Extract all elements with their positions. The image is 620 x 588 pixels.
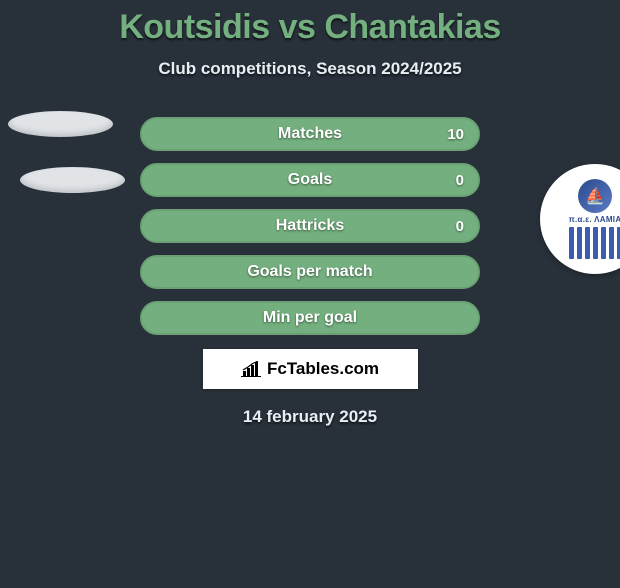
bar-label: Min per goal — [263, 309, 357, 327]
stat-bar: Goals per match — [140, 255, 480, 289]
ellipse-icon — [20, 167, 125, 193]
stat-bars: Matches 10 Goals 0 Hattricks 0 Goals per match… — [140, 117, 480, 335]
stripe — [593, 227, 598, 259]
badge-stripes — [569, 227, 620, 259]
stripe — [601, 227, 606, 259]
club-badge-inner: ⛵ π.α.ε. ΛΑΜΙΑ — [551, 175, 620, 263]
ship-icon: ⛵ — [578, 179, 612, 213]
stripe — [585, 227, 590, 259]
bar-value: 0 — [456, 218, 464, 235]
stripe — [569, 227, 574, 259]
attribution-text: FcTables.com — [267, 359, 379, 379]
club-badge-text: π.α.ε. ΛΑΜΙΑ — [569, 215, 620, 224]
bar-label: Goals per match — [247, 263, 372, 281]
bar-value: 10 — [447, 126, 464, 143]
stats-area: ⛵ π.α.ε. ΛΑΜΙΑ Matches 10 Goals 0 Hattricks 0… — [0, 117, 620, 335]
stripe — [577, 227, 582, 259]
stripe — [609, 227, 614, 259]
bar-label: Goals — [288, 171, 332, 189]
stat-bar: Matches 10 — [140, 117, 480, 151]
ellipse-icon — [8, 111, 113, 137]
stat-bar: Min per goal — [140, 301, 480, 335]
chart-icon — [241, 361, 261, 377]
club-badge: ⛵ π.α.ε. ΛΑΜΙΑ — [540, 164, 620, 274]
date-label: 14 february 2025 — [0, 407, 620, 427]
bar-label: Hattricks — [276, 217, 344, 235]
page-title: Koutsidis vs Chantakias — [0, 8, 620, 47]
attribution: FcTables.com — [203, 349, 418, 389]
subtitle: Club competitions, Season 2024/2025 — [0, 59, 620, 79]
bar-label: Matches — [278, 125, 342, 143]
stat-bar: Goals 0 — [140, 163, 480, 197]
left-player-placeholder — [8, 111, 125, 193]
stripe — [617, 227, 620, 259]
bar-value: 0 — [456, 172, 464, 189]
stat-bar: Hattricks 0 — [140, 209, 480, 243]
